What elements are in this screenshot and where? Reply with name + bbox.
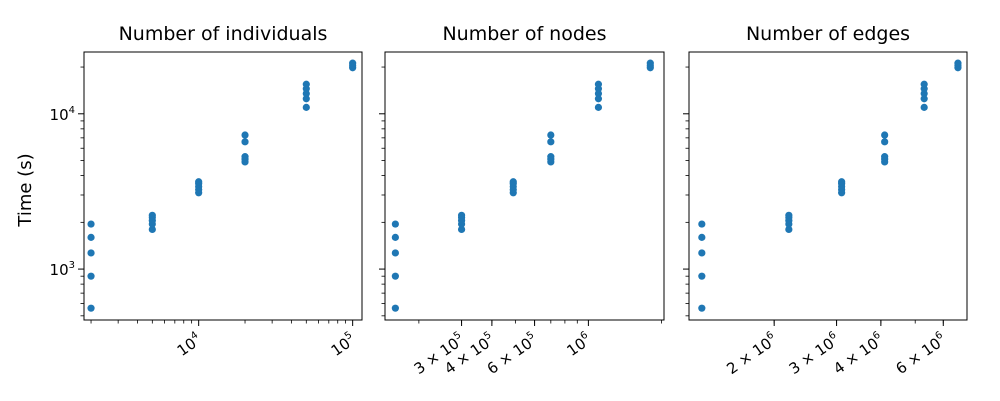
panel-1: Number of individuals 104 105 103 104 [50,23,363,360]
data-point [547,131,555,139]
data-point [87,304,95,312]
x-tick-label: 2 × 106 [723,330,781,378]
data-point [594,95,603,103]
data-point [954,59,962,67]
x-tick-label: 104 [173,330,205,360]
data-point [509,178,517,186]
data-point [391,249,399,257]
data-point [87,272,95,280]
data-point [838,178,846,186]
x-tick-label: 6 × 106 [892,330,950,378]
chart-title: Number of nodes [442,23,606,45]
data-point [391,272,399,280]
y-tick-label: 104 [50,105,75,124]
data-point [698,233,706,241]
data-point [148,211,156,219]
data-point [457,211,466,219]
data-point [241,153,249,161]
data-point [457,225,466,234]
data-point [785,211,793,219]
data-point [920,80,928,88]
data-point [241,138,249,146]
data-point [241,131,249,139]
data-point [785,225,793,234]
x-tick-label: 106 [563,330,595,360]
y-tick-label: 103 [50,260,75,279]
data-point [698,220,706,228]
data-point [87,249,95,257]
data-point [148,225,156,234]
data-point [195,178,203,186]
data-point [302,103,310,111]
data-point [547,138,555,146]
data-point [698,249,706,257]
chart-title: Number of edges [746,23,910,45]
data-point [391,220,399,228]
data-point [698,304,706,312]
data-point [698,272,706,280]
axes-frame [83,51,363,321]
data-point [646,59,654,67]
data-point [391,304,399,312]
axes-frame [688,51,968,321]
data-point [302,95,310,103]
data-point [302,80,310,88]
x-tick-label: 4 × 106 [829,330,887,378]
chart-title: Number of individuals [119,23,328,45]
data-point [547,153,555,161]
data-point [87,233,95,241]
x-tick-label: 105 [327,330,359,360]
data-point [881,131,889,139]
data-point [920,95,928,103]
data-point [881,138,889,146]
data-point [881,153,889,161]
data-point [349,59,357,67]
data-point [920,103,928,111]
data-point [391,233,399,241]
data-point [594,103,603,111]
y-axis-label: Time (s) [15,153,36,227]
data-point [87,220,95,228]
axes-frame [384,51,665,321]
data-point [594,80,603,88]
